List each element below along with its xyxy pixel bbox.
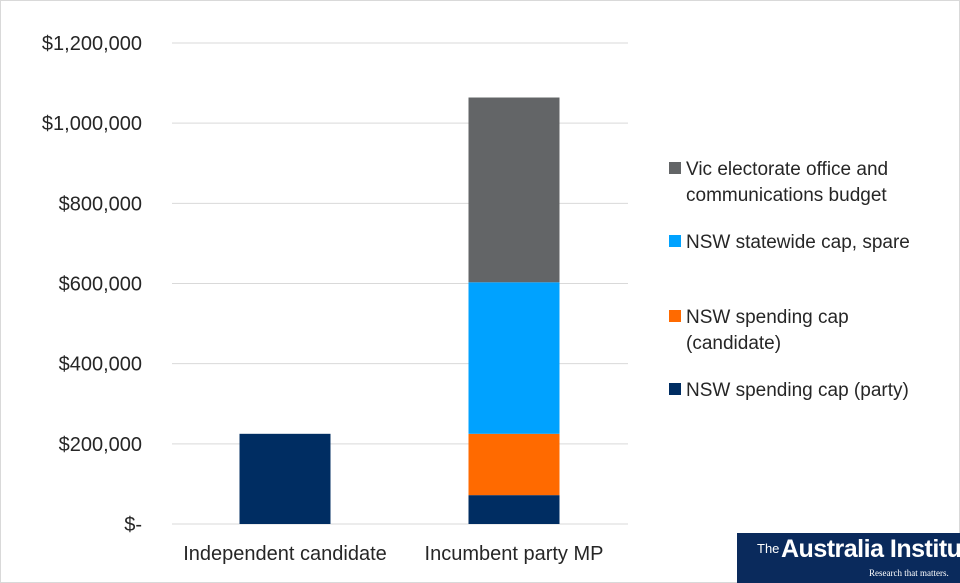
legend-swatch <box>669 383 681 395</box>
logo-tagline: Research that matters. <box>869 568 949 578</box>
legend-label: Vic electorate office and <box>686 159 888 180</box>
logo-the-text: The <box>757 541 780 556</box>
legend-label: NSW statewide cap, spare <box>686 232 910 253</box>
x-tick-label: Independent candidate <box>183 543 387 565</box>
australia-institute-logo: The Australia Institute Research that ma… <box>737 533 960 583</box>
legend-swatch <box>669 235 681 247</box>
bar-segment <box>468 495 560 524</box>
legend-label: communications budget <box>686 185 887 206</box>
y-tick-label: $400,000 <box>59 354 142 376</box>
bar-segment <box>239 433 331 524</box>
y-tick-label: $- <box>124 514 142 536</box>
legend-label: NSW spending cap (party) <box>686 380 909 401</box>
y-tick-label: $800,000 <box>59 193 142 215</box>
y-tick-label: $200,000 <box>59 434 142 456</box>
legend-swatch <box>669 162 681 174</box>
legend-label: (candidate) <box>686 333 781 354</box>
bar-segment <box>468 282 560 434</box>
bar-segment <box>468 433 560 496</box>
legend-label: NSW spending cap <box>686 307 849 328</box>
y-tick-label: $1,000,000 <box>42 113 142 135</box>
y-tick-label: $600,000 <box>59 274 142 296</box>
logo-main-text: Australia Institute <box>781 535 960 563</box>
bar-segment <box>468 97 560 283</box>
legend-swatch <box>669 310 681 322</box>
y-tick-label: $1,200,000 <box>42 33 142 55</box>
x-tick-label: Incumbent party MP <box>425 543 604 565</box>
